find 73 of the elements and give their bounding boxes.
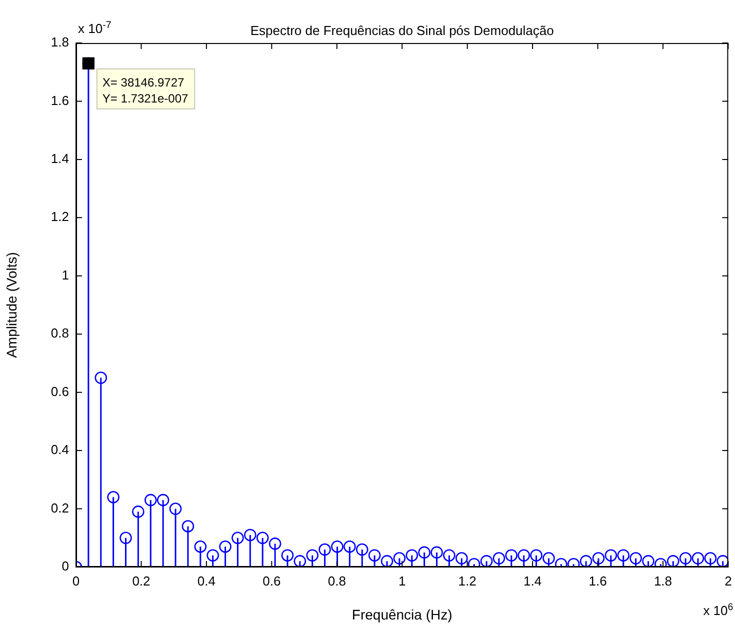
point	[393, 552, 406, 564]
point	[580, 555, 592, 567]
point	[156, 494, 170, 506]
x-tick-label: 0	[72, 573, 80, 588]
point	[306, 549, 319, 562]
x-tick-label: 1.4	[524, 573, 542, 588]
x-tick-label: 1	[398, 573, 406, 588]
point	[418, 546, 430, 559]
point	[530, 549, 542, 562]
point	[406, 549, 418, 562]
point	[281, 549, 294, 562]
point	[430, 546, 443, 559]
point	[380, 555, 394, 567]
annotation: X= 38146.9727	[102, 75, 184, 90]
point	[505, 549, 518, 562]
point	[642, 555, 654, 567]
point	[692, 552, 704, 564]
point	[542, 552, 555, 564]
x-tick-label: 0.4	[197, 573, 216, 588]
point	[219, 540, 232, 553]
y-tick-label: 0	[62, 558, 69, 574]
point	[368, 549, 381, 562]
y-axis-title: Amplitude (Volts)	[3, 252, 20, 358]
y-tick-label: 0.4	[50, 442, 69, 458]
point	[666, 555, 680, 567]
point	[716, 555, 728, 567]
point	[617, 549, 630, 562]
point	[480, 555, 493, 567]
point	[604, 549, 618, 562]
point	[244, 528, 256, 542]
point	[518, 549, 530, 562]
x-tick-label: 1.6	[588, 573, 607, 588]
annotation: Y= 1.7321e-007	[102, 91, 188, 106]
point	[704, 552, 717, 564]
x-tick-label: 2	[724, 573, 732, 588]
y-tick-label: 1.8	[50, 34, 69, 50]
point	[256, 532, 269, 544]
point	[144, 494, 157, 506]
point	[592, 552, 605, 564]
point	[232, 532, 244, 544]
x-tick-label: 1.2	[458, 573, 476, 588]
point	[132, 506, 144, 518]
y-tick-label: 0.2	[50, 500, 69, 516]
y-tick-label: 1.6	[50, 92, 69, 108]
point	[318, 543, 331, 556]
x-tick-label: 0.2	[132, 573, 150, 588]
point	[107, 490, 120, 504]
x-tick-label: 0.8	[328, 573, 346, 588]
point	[443, 549, 456, 562]
point	[94, 372, 108, 384]
chart-title: Espectro de Frequências do Sinal pós Demodulação	[250, 23, 554, 38]
point	[294, 555, 306, 567]
point	[630, 552, 642, 564]
point	[182, 520, 194, 532]
y-tick-label: 1.2	[50, 209, 69, 224]
point	[268, 538, 282, 550]
point	[356, 543, 368, 556]
point	[492, 552, 506, 564]
point	[344, 540, 356, 553]
point	[455, 552, 468, 564]
y-tick-label: 1	[62, 267, 69, 282]
x-axis-title: Frequência (Hz)	[352, 606, 452, 622]
point	[679, 552, 692, 564]
x-tick-label: 1.8	[654, 573, 672, 588]
x-tick-label: 0.6	[262, 573, 281, 588]
point	[169, 502, 182, 515]
y-tick-label: 1.4	[50, 151, 69, 166]
point	[331, 540, 344, 553]
y-tick-label: 0.8	[50, 326, 69, 341]
point	[120, 532, 132, 544]
point	[194, 540, 207, 553]
y-tick-label: 0.6	[50, 384, 69, 399]
point	[206, 549, 219, 562]
